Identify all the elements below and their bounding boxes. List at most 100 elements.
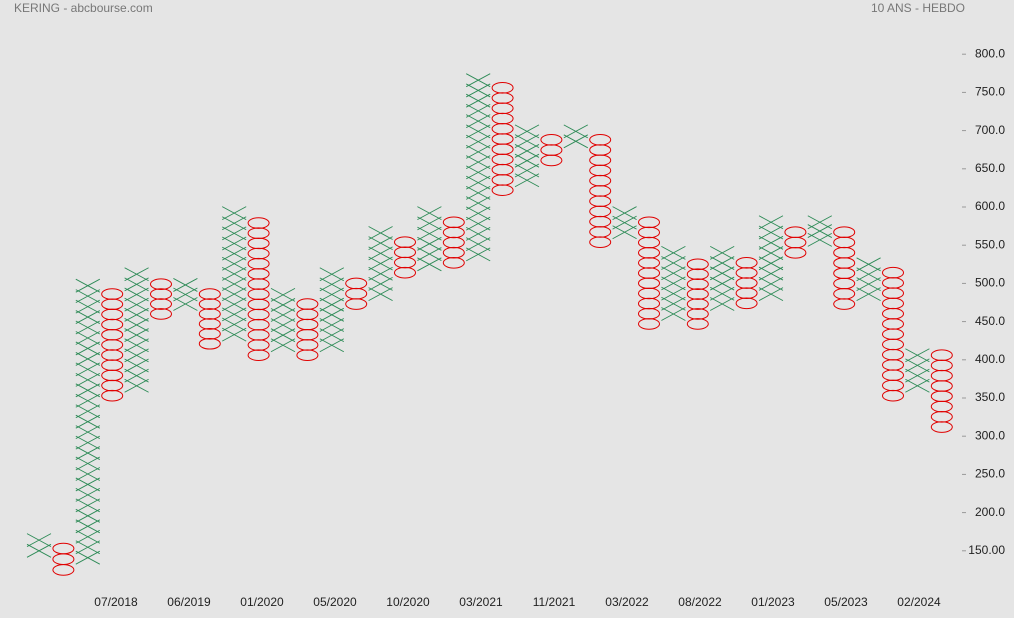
x-box <box>368 236 393 251</box>
x-box <box>75 519 101 534</box>
o-box <box>491 143 514 156</box>
x-box <box>221 327 247 342</box>
x-box <box>75 341 101 356</box>
y-tick-label: 500.0 <box>975 276 1005 290</box>
x-box <box>75 529 101 544</box>
x-box <box>758 266 784 281</box>
x-box <box>221 206 247 221</box>
x-box <box>221 266 247 281</box>
x-box <box>856 277 881 292</box>
x-column <box>758 215 784 301</box>
o-box <box>638 307 660 320</box>
x-box <box>319 297 345 312</box>
x-date-label: 11/2021 <box>533 595 576 609</box>
o-box <box>833 236 856 249</box>
o-box <box>491 112 514 125</box>
o-column <box>150 278 172 320</box>
o-box <box>247 349 270 362</box>
o-box <box>686 318 709 330</box>
o-box <box>540 154 563 167</box>
o-box <box>198 288 221 300</box>
o-box <box>491 102 514 115</box>
o-column <box>491 82 514 196</box>
x-box <box>270 287 296 302</box>
x-box <box>856 267 881 282</box>
x-column <box>26 533 52 558</box>
x-box <box>124 368 149 383</box>
x-box <box>465 155 491 170</box>
x-box <box>661 307 686 321</box>
o-box <box>442 216 465 229</box>
x-box <box>75 310 101 324</box>
o-box <box>491 82 514 94</box>
o-box <box>101 349 124 361</box>
o-box <box>686 308 709 320</box>
x-column <box>221 206 247 342</box>
x-box <box>417 216 442 231</box>
o-box <box>882 338 904 351</box>
x-box <box>465 93 491 108</box>
o-box <box>638 226 660 239</box>
x-column <box>173 278 198 311</box>
x-box <box>173 278 198 292</box>
x-column <box>75 278 101 565</box>
x-box <box>856 287 881 301</box>
x-box <box>661 266 686 281</box>
x-date-label: 10/2020 <box>386 595 430 609</box>
x-box <box>221 216 247 231</box>
o-box <box>491 184 514 196</box>
x-box <box>75 404 101 419</box>
x-box <box>26 543 52 558</box>
x-box <box>465 104 491 118</box>
x-column <box>856 257 881 301</box>
o-box <box>198 308 221 320</box>
o-box <box>491 133 514 145</box>
x-date-label: 03/2022 <box>605 595 649 609</box>
x-box <box>758 256 784 271</box>
o-box <box>296 349 319 362</box>
x-column <box>319 267 345 353</box>
y-tick-label: 400.0 <box>975 352 1005 366</box>
x-box <box>319 328 345 343</box>
x-box <box>661 256 686 270</box>
x-column <box>563 124 589 149</box>
x-box <box>368 287 393 301</box>
x-box <box>709 266 735 281</box>
o-box <box>150 298 172 310</box>
o-column <box>784 226 807 259</box>
o-box <box>247 247 270 260</box>
x-date-label: 08/2022 <box>678 595 722 609</box>
x-box <box>270 308 296 322</box>
o-box <box>589 133 612 146</box>
y-tick-label: 450.0 <box>975 314 1005 328</box>
o-box <box>296 318 319 331</box>
o-box <box>394 256 416 269</box>
x-box <box>75 467 101 481</box>
o-box <box>198 328 221 340</box>
x-box <box>270 318 296 333</box>
o-column <box>882 266 904 402</box>
o-box <box>589 154 612 167</box>
o-box <box>296 298 319 310</box>
x-box <box>75 540 101 555</box>
x-box <box>221 246 247 261</box>
o-box <box>247 329 270 341</box>
x-column <box>368 226 393 301</box>
x-box <box>661 245 686 260</box>
o-box <box>589 174 612 187</box>
x-box <box>709 245 735 260</box>
x-box <box>319 267 345 282</box>
x-box <box>75 498 101 513</box>
o-box <box>833 298 856 310</box>
x-box <box>661 276 686 291</box>
o-box <box>735 256 758 269</box>
x-box <box>75 278 101 293</box>
o-box <box>735 277 758 289</box>
o-box <box>735 287 758 299</box>
o-box <box>882 348 904 361</box>
o-box <box>833 277 856 290</box>
x-box <box>124 277 149 292</box>
x-box <box>905 358 930 373</box>
x-box <box>563 134 589 149</box>
o-box <box>247 237 270 250</box>
